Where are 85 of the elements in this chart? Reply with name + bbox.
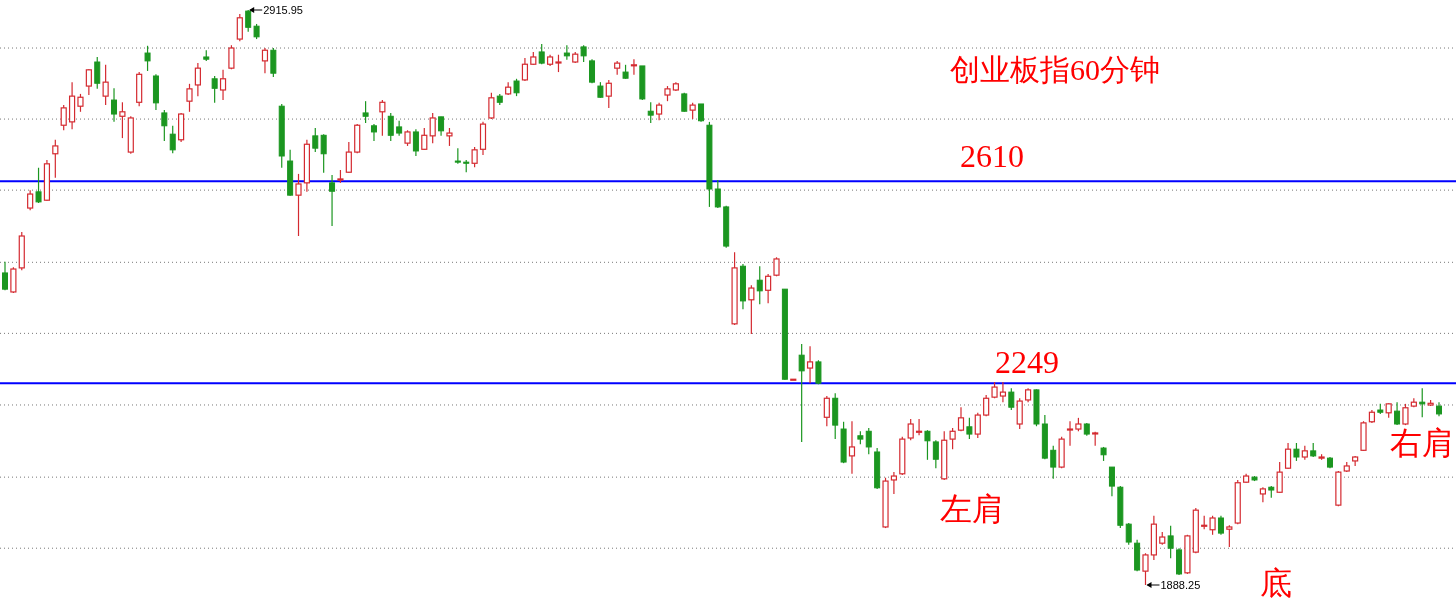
ref-line-label: 2249 [995,344,1059,381]
annotation: 右肩 [1390,425,1454,461]
candlestick [1226,524,1233,548]
candlestick [10,266,17,294]
candlestick [412,128,419,157]
candlestick [228,44,235,70]
candlestick [1125,522,1132,546]
candlestick [102,64,109,106]
candlestick [756,265,763,305]
candlestick [1066,420,1074,447]
candlestick [815,359,822,385]
candlestick [387,112,394,142]
candlestick [1284,442,1292,470]
candlestick [379,99,386,137]
candlestick [714,179,721,209]
candlestick [848,420,856,475]
candlestick [471,146,478,168]
candlestick [1142,552,1149,586]
candlestick [949,427,956,450]
candlestick [907,418,914,441]
candlestick [823,395,830,427]
candlestick [119,101,126,139]
candlestick [647,101,654,124]
ref-line-label: 2610 [960,138,1024,175]
candlestick [1209,515,1216,536]
text: 创业板指60分钟 [950,53,1160,86]
annotation: 左肩 [940,491,1004,527]
candlestick [144,45,151,72]
candlestick [798,343,805,443]
candlestick [932,439,939,469]
candlestick [35,167,42,204]
candlestick [320,133,327,174]
candlestick [1419,387,1426,418]
candlestick [219,69,227,101]
candlestick [999,381,1007,403]
candlestick [94,56,101,90]
candlestick [270,47,277,78]
candlestick [52,139,59,179]
candlestick [169,125,176,154]
candlestick [438,116,445,137]
candlestick [915,418,923,436]
candlestick [1167,525,1174,559]
candlestick [605,79,612,109]
candlestick [488,92,495,120]
candlestick [974,412,981,439]
candlestick [1276,461,1283,494]
annotation: 2915.95 [263,4,303,16]
candlestick [245,9,252,33]
candlestick [60,104,67,131]
candlestick [890,471,898,495]
candlestick [211,75,218,104]
candlestick [345,141,352,174]
candlestick [806,345,814,384]
candlestick [765,273,772,304]
candlestick [1108,466,1115,497]
candlestick [370,123,377,142]
candlestick [865,427,872,455]
candlestick [421,127,428,151]
candlestick [161,109,168,142]
candlestick [329,174,336,227]
annotation: 底 [1260,565,1292,599]
candlestick [27,189,34,211]
candlestick [589,58,596,84]
candlestick [1050,445,1057,480]
candlestick [1008,387,1015,411]
candlestick [1016,397,1023,430]
candlestick [966,417,973,440]
candlestick [563,44,570,61]
candlestick [295,173,302,237]
candlestick [429,112,436,144]
candlestick [261,47,269,74]
candlestick [111,87,118,123]
candlestick [630,58,638,76]
candlestick [957,406,965,432]
candlestick [1217,515,1224,536]
candlestick [85,68,92,96]
candlestick [236,13,243,42]
candlestick [186,83,193,113]
candlestick [748,284,755,335]
candlestick [2,261,8,291]
candlestick [312,127,319,153]
candlestick [924,429,931,461]
annotation: 1888.25 [1160,579,1201,591]
candlestick [362,100,369,124]
candlestick [194,62,201,97]
